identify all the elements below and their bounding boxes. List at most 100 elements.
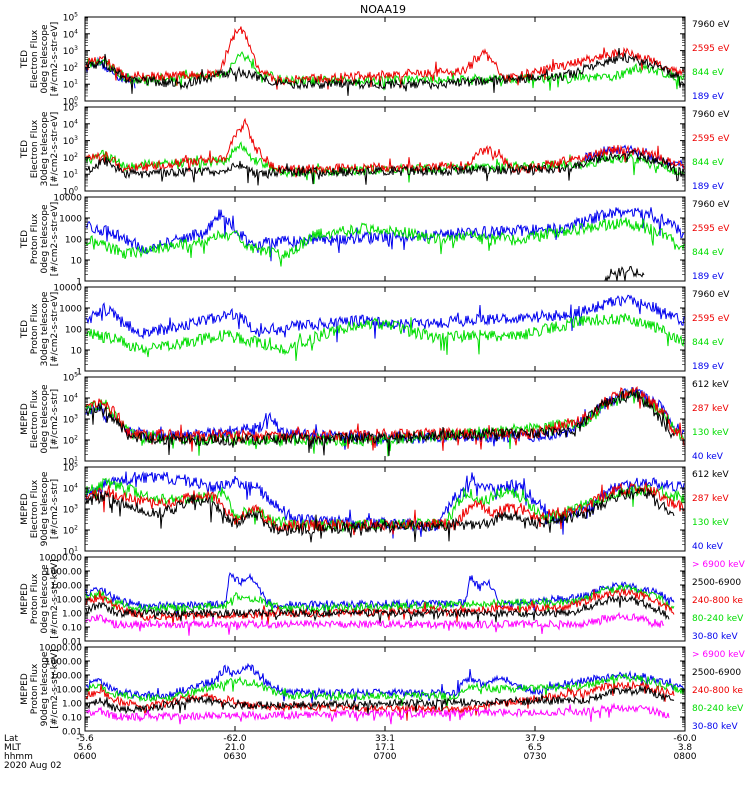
panel-3-series-2 — [85, 217, 685, 267]
panel-4-ytick-label-4: 10000 — [53, 284, 82, 294]
panel-5-series-4 — [85, 388, 675, 456]
chart-title: NOAA19 — [360, 3, 406, 16]
panel-5-ylabel: MEPED Electron Flux 0deg telescope [#/cm2-s… — [20, 384, 60, 454]
panel-8-series-2 — [85, 672, 685, 709]
panel-8-series — [85, 662, 685, 725]
panel-2-ylabel: TED Electron Flux 30deg telescope [#/cm2-s-… — [20, 111, 60, 186]
panel-7-ytick-label-6: 10000.00 — [39, 554, 82, 564]
panel-6-legend-2: 287 keV — [692, 494, 729, 504]
panel-8-ytick-label-0: 0.01 — [62, 728, 82, 738]
panel-3-series-1 — [85, 207, 685, 262]
panel-6-ylabel: MEPED Electron Flux 90deg telescope [#/cm2-… — [20, 471, 60, 546]
panel-5-ylabel-line-4: [#/cm2-s-str] — [50, 389, 60, 449]
x-axis-row-label-3: hhmm — [4, 752, 33, 762]
panel-1-series — [85, 26, 685, 96]
panel-7-series-2 — [85, 584, 675, 616]
panel-7-ylabel: MEPED Proton Flux 0deg telescope [#/cm2-s-s… — [20, 559, 60, 638]
panel-3-legend-4: 189 eV — [692, 272, 725, 282]
panel-4-ytick-label-0: 1 — [76, 368, 82, 378]
panel-3-ytick-label-4: 10000 — [53, 194, 82, 204]
panel-6-ylabel-line-3: 90deg telescope — [40, 471, 50, 546]
panel-7-ytick-label-3: 10.00 — [56, 596, 82, 606]
panel-6-ylabel-line-2: Electron Flux — [30, 479, 40, 538]
panel-8-series-3 — [85, 679, 675, 721]
x-tick-mlt-5: 3.8 — [678, 743, 693, 753]
panel-1-legend-3: 844 eV — [692, 68, 725, 78]
panel-8-ylabel-line-1: MEPED — [20, 673, 30, 705]
panel-5-series — [85, 386, 685, 457]
x-axis-row-label-2: MLT — [4, 743, 22, 753]
x-axis-row-label-4: 2020 Aug 02 — [4, 761, 62, 771]
panel-4-ytick-label-2: 100 — [65, 326, 82, 336]
panel-8-ytick-label-6: 10000.00 — [39, 644, 82, 654]
panel-7-ylabel-line-4: [#/cm2-s-str-keV] — [50, 559, 60, 638]
panel-3-ylabel-line-1: TED — [20, 230, 30, 249]
panel-6-legend-1: 612 keV — [692, 470, 729, 480]
panel-3-legend-1: 7960 eV — [692, 200, 730, 210]
x-tick-mlt-3: 17.1 — [375, 743, 395, 753]
panel-1-legend-1: 7960 eV — [692, 20, 730, 30]
panel-8-legend-2: 2500-6900 — [692, 668, 741, 678]
panel-8-legend-5: 30-80 keV — [692, 722, 738, 732]
panel-7-series-5 — [85, 611, 665, 636]
panel-8-legend-4: 80-240 keV — [692, 704, 744, 714]
panel-5-series-2 — [85, 388, 685, 457]
panel-7-ytick-label-5: 1000.00 — [45, 568, 82, 578]
panel-8-ytick-label-2: 1.00 — [62, 700, 82, 710]
x-tick-mlt-2: 21.0 — [225, 743, 245, 753]
panel-8-series-4 — [85, 685, 675, 715]
panel-1-legend-4: 189 eV — [692, 92, 725, 102]
x-tick-lat-2: -62.0 — [223, 734, 247, 744]
panel-7-ylabel-line-2: Proton Flux — [30, 573, 40, 624]
panel-7-series-4 — [85, 594, 670, 624]
panel-3-series — [85, 207, 685, 281]
panel-4-ytick-label-3: 1000 — [59, 305, 82, 315]
x-tick-lat-4: 37.9 — [525, 734, 545, 744]
panel-8-legend-3: 240-800 ke — [692, 686, 743, 696]
x-tick-lat-5: -60.0 — [673, 734, 697, 744]
panel-2-ylabel-line-3: 30deg telescope — [40, 111, 50, 186]
panel-5-legend-4: 40 keV — [692, 452, 724, 462]
x-tick-mlt-1: 5.6 — [78, 743, 93, 753]
x-axis-row-label-1: Lat — [4, 734, 19, 744]
x-tick-lat-1: -5.6 — [76, 734, 94, 744]
panel-8-ylabel-line-3: 90deg telescope — [40, 651, 50, 726]
panel-2-legend-3: 844 eV — [692, 158, 725, 168]
panel-1-ylabel-line-1: TED — [20, 50, 30, 69]
x-tick-hhmm-1: 0600 — [74, 752, 97, 762]
x-tick-hhmm-3: 0700 — [374, 752, 397, 762]
panel-8-ytick-label-5: 1000.00 — [45, 658, 82, 668]
panel-2-series-3 — [85, 117, 685, 178]
panel-7-ytick-label-4: 100.00 — [51, 582, 83, 592]
panel-7-legend-5: 30-80 keV — [692, 632, 738, 642]
panel-7-legend-1: > 6900 keV — [692, 560, 746, 570]
panel-3-ytick-label-0: 1 — [76, 278, 82, 288]
panel-8-ylabel: MEPED Proton Flux 90deg telescope [#/cm2-s-… — [20, 649, 60, 728]
panel-6-legend-3: 130 keV — [692, 518, 729, 528]
panel-3-ytick-label-2: 100 — [65, 236, 82, 246]
panel-2-series-2 — [85, 141, 685, 185]
panel-2-ylabel-line-1: TED — [20, 140, 30, 159]
panel-3-legend-2: 2595 eV — [692, 224, 730, 234]
panel-7-ytick-label-2: 1.00 — [62, 610, 82, 620]
x-tick-hhmm-4: 0730 — [524, 752, 547, 762]
panel-3-ylabel: TED Proton Flux 0deg telescope [#/cm2-s-str… — [20, 202, 60, 277]
panel-2-legend-2: 2595 eV — [692, 134, 730, 144]
panel-4-legend-1: 7960 eV — [692, 290, 730, 300]
panel-1-ylabel: TED Electron Flux 0deg telescope [#/cm2-s-s… — [20, 22, 60, 97]
panel-7: 0.010.101.0010.00100.001000.0010000.00ME… — [20, 554, 746, 648]
panel-8-ytick-label-4: 100.00 — [51, 672, 83, 682]
panel-8-ytick-label-1: 0.10 — [62, 714, 82, 724]
panel-1-ylabel-line-4: [#/cm2-s-str-eV] — [50, 22, 60, 97]
panel-8-ytick-label-3: 10.00 — [56, 686, 82, 696]
panel-4-legend-3: 844 eV — [692, 338, 725, 348]
panel-4-ylabel-line-2: Proton Flux — [30, 303, 40, 354]
panel-7-legend-2: 2500-6900 — [692, 578, 741, 588]
panel-8-series-5 — [85, 702, 670, 725]
panel-4-series-1 — [85, 294, 685, 343]
panel-1-ylabel-line-2: Electron Flux — [30, 29, 40, 88]
